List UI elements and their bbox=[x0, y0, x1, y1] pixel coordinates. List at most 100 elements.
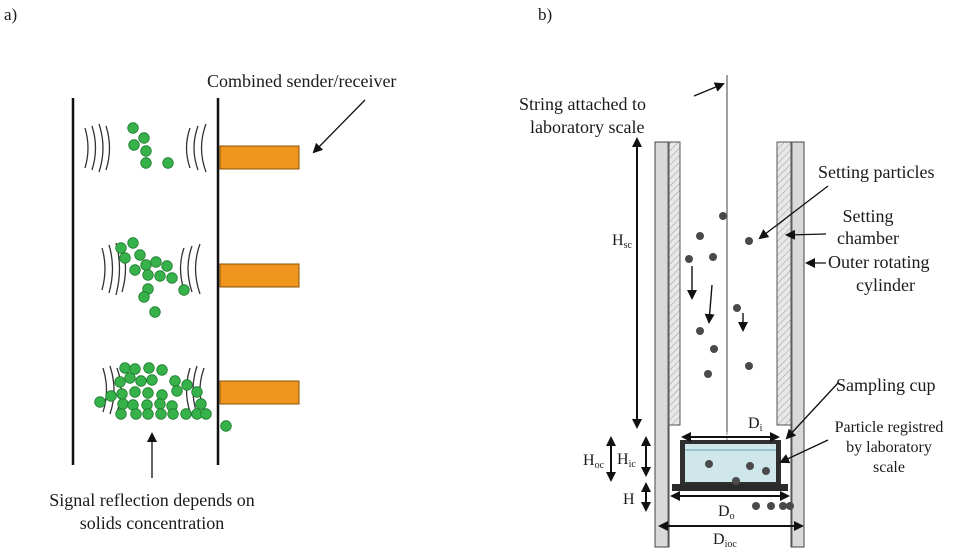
green-particle bbox=[142, 408, 154, 420]
grey-particle bbox=[745, 237, 753, 245]
green-particle bbox=[200, 408, 212, 420]
grey-particle bbox=[685, 255, 693, 263]
sender-receiver-bottom bbox=[219, 380, 300, 405]
green-particle bbox=[220, 420, 232, 432]
green-particle bbox=[149, 306, 161, 318]
green-particle bbox=[155, 408, 167, 420]
grey-particle bbox=[696, 232, 704, 240]
grey-particle bbox=[767, 502, 775, 510]
string-pointer-arrow bbox=[693, 82, 725, 97]
setting-particles-label: Setting particles bbox=[818, 162, 934, 182]
di-label: Di bbox=[748, 415, 763, 434]
green-particle bbox=[135, 375, 147, 387]
green-particle bbox=[143, 362, 155, 374]
outer-cylinder-label-line-2: cylinder bbox=[856, 275, 915, 295]
setting-chamber-label-line-1: Setting bbox=[842, 206, 893, 226]
green-particle bbox=[191, 386, 203, 398]
registered-label-line-2: by laboratory bbox=[846, 439, 932, 456]
green-particle bbox=[124, 372, 136, 384]
do-label: Do bbox=[718, 503, 735, 522]
green-particle bbox=[115, 242, 127, 254]
h-label: H bbox=[623, 491, 635, 508]
green-particle bbox=[129, 363, 141, 375]
green-particle bbox=[162, 157, 174, 169]
grey-particle bbox=[705, 460, 713, 468]
sender-label: Combined sender/receiver bbox=[207, 71, 396, 91]
green-particle bbox=[114, 376, 126, 388]
green-particle bbox=[127, 122, 139, 134]
green-particle bbox=[195, 398, 207, 410]
green-particle bbox=[181, 379, 193, 391]
registered-arrow bbox=[779, 439, 829, 464]
green-particle bbox=[140, 157, 152, 169]
green-particle bbox=[156, 364, 168, 376]
green-particle bbox=[128, 139, 140, 151]
grey-particle bbox=[786, 502, 794, 510]
setting-chamber-label-line-2: chamber bbox=[837, 228, 899, 248]
panel-b: b) Hsc Hoc bbox=[519, 5, 943, 550]
sender-receiver-middle bbox=[219, 263, 300, 288]
setting-particles-arrow bbox=[758, 185, 829, 240]
hoc-label: Hoc bbox=[583, 452, 605, 471]
hic-label: Hic bbox=[617, 451, 636, 470]
grey-particle bbox=[733, 304, 741, 312]
green-particle bbox=[146, 374, 158, 386]
sender-pointer-arrow bbox=[312, 99, 366, 154]
green-particle bbox=[129, 264, 141, 276]
caption-line-1: Signal reflection depends on bbox=[49, 490, 254, 510]
green-particle bbox=[142, 269, 154, 281]
grey-particle bbox=[779, 502, 787, 510]
grey-particle bbox=[704, 370, 712, 378]
registered-label-line-1: Particle registred bbox=[835, 419, 944, 436]
green-particle bbox=[119, 252, 131, 264]
green-particle bbox=[140, 259, 152, 271]
grey-particle bbox=[746, 462, 754, 470]
setting-chamber-arrow bbox=[785, 229, 827, 240]
outer-cylinder-label-line-1: Outer rotating bbox=[828, 252, 929, 272]
panel-a-label: a) bbox=[4, 5, 17, 24]
green-particle bbox=[105, 390, 117, 402]
grey-particle bbox=[752, 502, 760, 510]
hsc-label: Hsc bbox=[612, 232, 632, 251]
green-particle bbox=[142, 387, 154, 399]
sampling-cup-label: Sampling cup bbox=[836, 375, 936, 395]
grey-particles bbox=[685, 212, 794, 510]
green-particle bbox=[166, 272, 178, 284]
green-particle bbox=[154, 398, 166, 410]
setting-chamber-left-wall bbox=[668, 141, 681, 426]
grey-particle bbox=[719, 212, 727, 220]
grey-particle bbox=[696, 327, 704, 335]
green-particle bbox=[171, 385, 183, 397]
cup-base bbox=[672, 484, 788, 491]
grey-particle bbox=[709, 253, 717, 261]
sender-receiver-top bbox=[219, 145, 300, 170]
grey-particle bbox=[762, 467, 770, 475]
green-particle bbox=[115, 408, 127, 420]
panel-a: a) Combined sender/receiver bbox=[4, 5, 396, 533]
falling-arrows bbox=[687, 266, 748, 332]
green-particle bbox=[119, 362, 131, 374]
green-particle bbox=[138, 132, 150, 144]
dioc-label: Dioc bbox=[713, 531, 737, 550]
green-particle bbox=[130, 408, 142, 420]
green-particle bbox=[154, 270, 166, 282]
string-label-line-1: String attached to bbox=[519, 94, 646, 114]
green-particle bbox=[129, 386, 141, 398]
caption-line-2: solids concentration bbox=[80, 513, 224, 533]
green-particle bbox=[140, 145, 152, 157]
grey-particle bbox=[732, 477, 740, 485]
green-particle bbox=[178, 284, 190, 296]
green-particle bbox=[116, 388, 128, 400]
grey-particle bbox=[710, 345, 718, 353]
green-particle bbox=[180, 408, 192, 420]
green-particle bbox=[127, 237, 139, 249]
panel-b-label: b) bbox=[538, 5, 552, 24]
green-particle bbox=[161, 260, 173, 272]
green-particle bbox=[138, 291, 150, 303]
green-particles bbox=[94, 122, 232, 432]
outer-cylinder-right-wall bbox=[790, 141, 805, 548]
green-particle bbox=[134, 249, 146, 261]
green-particle bbox=[150, 256, 162, 268]
sampling-cup-arrow bbox=[785, 382, 839, 440]
